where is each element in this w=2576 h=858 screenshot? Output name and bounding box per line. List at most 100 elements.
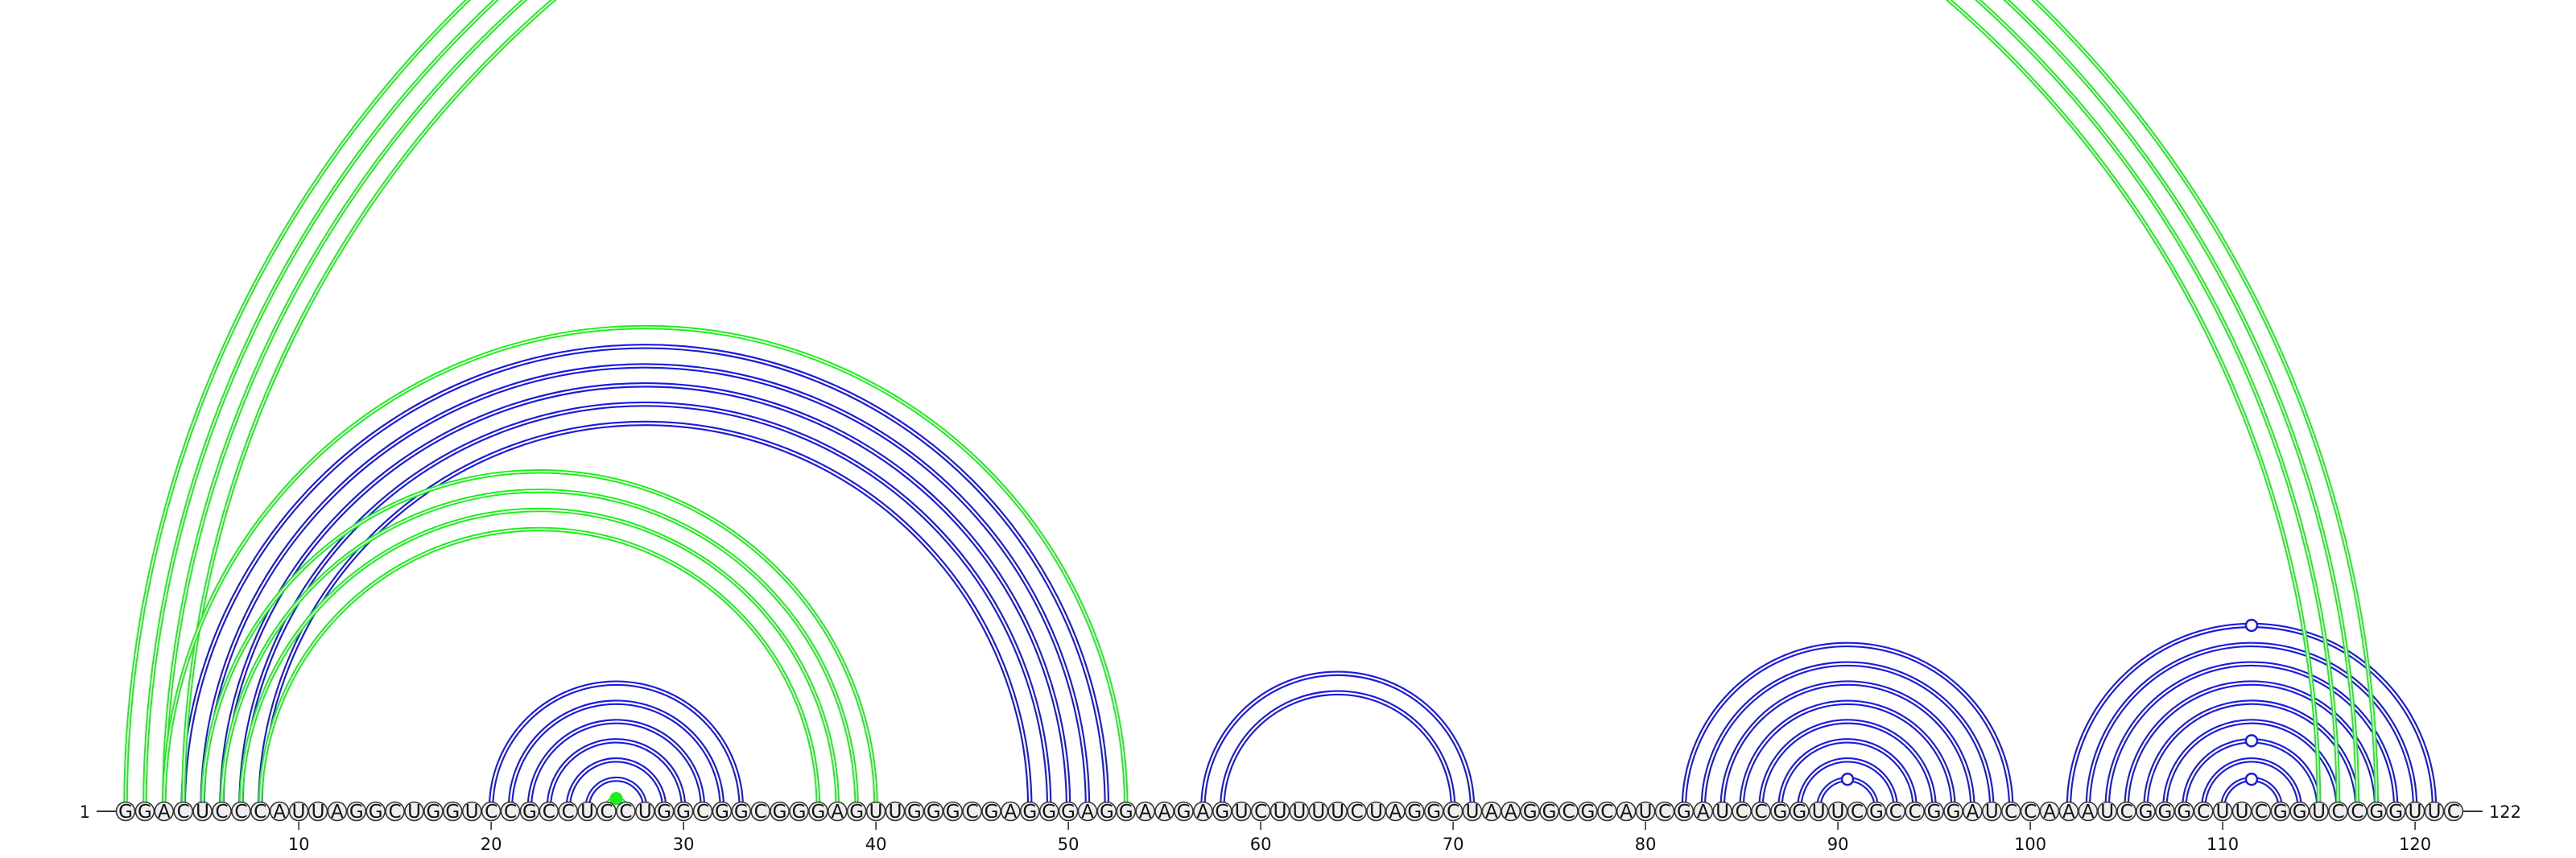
svg-text:G: G — [2369, 802, 2384, 823]
nucleotide: G — [2136, 802, 2155, 823]
nucleotide: C — [2444, 802, 2462, 823]
svg-text:10: 10 — [288, 835, 310, 854]
svg-text:50: 50 — [1058, 835, 1080, 854]
green-base-pair-arc — [184, 0, 2319, 808]
svg-text:G: G — [1869, 802, 1884, 823]
svg-text:C: C — [966, 802, 979, 823]
nucleotide: G — [2271, 802, 2289, 823]
svg-text:U: U — [1369, 802, 1383, 823]
svg-text:120: 120 — [2399, 835, 2431, 854]
nucleotide: C — [559, 802, 577, 823]
nucleotide: C — [2021, 802, 2040, 823]
svg-text:G: G — [1042, 802, 1056, 823]
svg-text:A: A — [1697, 802, 1710, 823]
svg-text:A: A — [2062, 802, 2075, 823]
nucleotide: A — [1001, 802, 1020, 823]
nucleotide: G — [1674, 802, 1693, 823]
nucleotide: U — [1637, 802, 1655, 823]
svg-text:A: A — [831, 802, 844, 823]
svg-text:U: U — [1331, 802, 1344, 823]
nucleotide: G — [1213, 802, 1232, 823]
svg-text:G: G — [1927, 802, 1942, 823]
nucleotide: A — [155, 802, 173, 823]
svg-text:A: A — [1967, 802, 1979, 823]
svg-text:G: G — [2293, 802, 2307, 823]
nucleotide: G — [2156, 802, 2174, 823]
svg-text:A: A — [1158, 802, 1171, 823]
nucleotide: G — [675, 802, 693, 823]
nucleotide: C — [2252, 802, 2270, 823]
nucleotide: C — [694, 802, 712, 823]
svg-text:U: U — [1985, 802, 1999, 823]
svg-text:90: 90 — [1827, 835, 1849, 854]
svg-text:U: U — [2312, 802, 2326, 823]
nucleotide: U — [290, 802, 308, 823]
position-tick: 40 — [865, 822, 887, 854]
svg-text:G: G — [138, 802, 152, 823]
nucleotide: C — [1559, 802, 1578, 823]
nucleotide: U — [1271, 802, 1290, 823]
svg-text:G: G — [1426, 802, 1441, 823]
nucleotide: A — [1963, 802, 1982, 823]
nucleotide: C — [2002, 802, 2021, 823]
svg-text:U: U — [2216, 802, 2230, 823]
svg-text:G: G — [811, 802, 825, 823]
svg-text:G: G — [1119, 802, 1133, 823]
nucleotide: G — [366, 802, 385, 823]
blue-marker-circle — [2246, 620, 2257, 631]
svg-text:C: C — [1254, 802, 1267, 823]
position-ticks: 10 20 30 40 50 60 70 80 90 100 110 120 — [288, 822, 2431, 854]
nucleotide: U — [463, 802, 481, 823]
svg-text:C: C — [2255, 802, 2268, 823]
green-base-pair-arc — [164, 0, 2339, 808]
nucleotide: U — [867, 802, 886, 823]
svg-text:A: A — [2043, 802, 2056, 823]
nucleotide: C — [2329, 802, 2347, 823]
svg-text:G: G — [676, 802, 691, 823]
nucleotide: C — [251, 802, 270, 823]
position-tick: 30 — [673, 822, 695, 854]
nucleotide: U — [309, 802, 328, 823]
svg-text:U: U — [1639, 802, 1653, 823]
svg-text:A: A — [1389, 802, 1402, 823]
nucleotide: C — [1732, 802, 1751, 823]
nucleotide: U — [1463, 802, 1482, 823]
position-tick: 10 — [288, 822, 310, 854]
nucleotide: A — [2041, 802, 2059, 823]
svg-text:G: G — [1407, 802, 1422, 823]
nucleotide: G — [424, 802, 443, 823]
blue-marker-circle — [1842, 773, 1853, 785]
nucleotide: C — [502, 802, 520, 823]
nucleotide: U — [405, 802, 423, 823]
svg-text:G: G — [1100, 802, 1114, 823]
svg-text:G: G — [118, 802, 133, 823]
svg-text:G: G — [1177, 802, 1191, 823]
svg-text:U: U — [2100, 802, 2114, 823]
nucleotide: U — [1328, 802, 1347, 823]
nucleotide: G — [347, 802, 365, 823]
nucleotide: A — [2059, 802, 2078, 823]
svg-text:A: A — [1485, 802, 1498, 823]
nucleotide: U — [2233, 802, 2252, 823]
svg-text:U: U — [312, 802, 325, 823]
svg-text:C: C — [1600, 802, 1613, 823]
blue-marker-circle — [2246, 735, 2257, 746]
svg-text:G: G — [349, 802, 364, 823]
svg-text:G: G — [715, 802, 729, 823]
nucleotide: G — [1059, 802, 1078, 823]
nucleotide: U — [2214, 802, 2232, 823]
svg-text:A: A — [1139, 802, 1152, 823]
nucleotide: G — [1771, 802, 1790, 823]
svg-text:G: G — [946, 802, 960, 823]
svg-text:80: 80 — [1635, 835, 1657, 854]
svg-text:G: G — [773, 802, 787, 823]
position-tick: 70 — [1443, 822, 1464, 854]
svg-text:G: G — [1523, 802, 1538, 823]
svg-text:G: G — [1677, 802, 1691, 823]
nucleotide: C — [213, 802, 231, 823]
svg-text:C: C — [2004, 802, 2017, 823]
svg-text:A: A — [1505, 802, 1517, 823]
svg-text:U: U — [465, 802, 479, 823]
svg-text:U: U — [1466, 802, 1480, 823]
